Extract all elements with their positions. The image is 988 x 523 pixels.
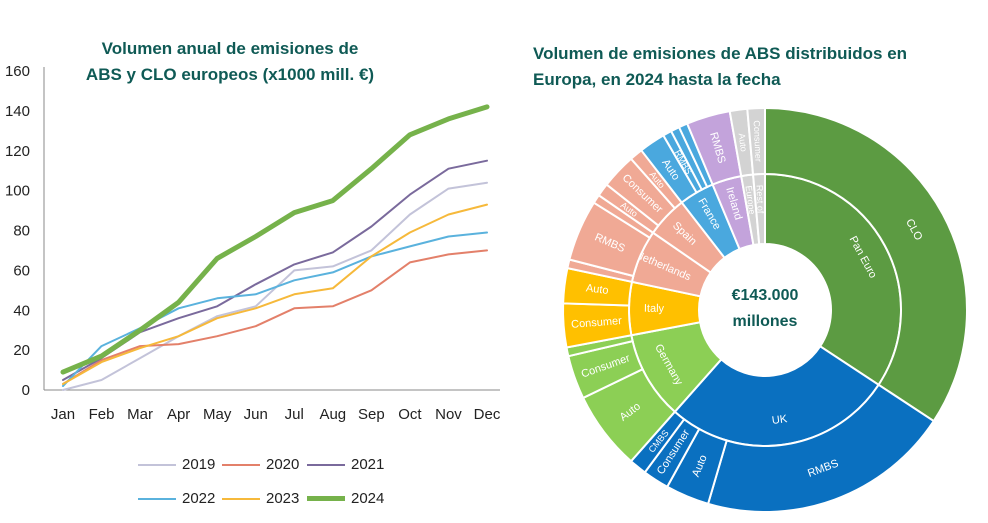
x-tick-label-oct: Oct	[398, 406, 422, 423]
sunburst-title: Volumen de emisiones de ABS distribuidos…	[533, 41, 973, 93]
sunburst-title-line1: Volumen de emisiones de ABS distribuidos…	[533, 44, 908, 63]
sunburst-total-value: €143.000	[731, 287, 799, 304]
sunburst-inner-label-italy: Italy	[644, 303, 665, 315]
x-tick-label-dec: Dec	[474, 406, 501, 423]
sunburst-total-unit: millones	[732, 313, 798, 330]
x-tick-label-nov: Nov	[435, 406, 462, 423]
legend-swatch-2022	[138, 497, 176, 500]
legend-label-2022: 2022	[182, 490, 216, 507]
legend-item-2021: 2021	[307, 456, 384, 473]
sunburst-center-label: €143.000 millones	[700, 283, 830, 335]
y-tick-label-2: 40	[13, 302, 30, 319]
legend-swatch-2023	[222, 497, 260, 500]
legend-item-2023: 2023	[222, 490, 299, 507]
legend-label-2021: 2021	[351, 456, 385, 473]
legend-label-2020: 2020	[266, 456, 300, 473]
series-line-2020	[62, 249, 488, 385]
line-chart-title: Volumen anual de emisiones de ABS y CLO …	[40, 36, 420, 88]
x-tick-label-apr: Apr	[167, 406, 190, 423]
legend-item-2020: 2020	[222, 456, 299, 473]
x-tick-label-mar: Mar	[127, 406, 153, 423]
series-line-2024	[60, 104, 490, 375]
y-tick-label-0: 0	[22, 382, 30, 399]
x-tick-label-may: May	[203, 406, 232, 423]
legend-swatch-2019	[138, 463, 176, 466]
x-tick-label-jun: Jun	[244, 406, 268, 423]
y-tick-label-7: 140	[5, 103, 30, 120]
sunburst-inner-label-rest-of: Rest of	[755, 185, 766, 214]
legend-swatch-2020	[222, 463, 260, 466]
series-line-2021	[62, 159, 488, 381]
sunburst-title-line2: Europa, en 2024 hasta la fecha	[533, 70, 781, 89]
x-tick-label-aug: Aug	[319, 406, 346, 423]
sunburst-outer-22	[746, 106, 766, 176]
y-tick-label-1: 20	[13, 342, 30, 359]
series-line-2022	[62, 231, 488, 387]
x-tick-label-jul: Jul	[285, 406, 304, 423]
sunburst-inner-label-uk: UK	[771, 413, 788, 427]
legend-label-2024: 2024	[351, 490, 385, 507]
y-tick-label-3: 60	[13, 262, 30, 279]
legend-label-2019: 2019	[182, 456, 216, 473]
x-tick-label-feb: Feb	[89, 406, 115, 423]
legend-item-2019: 2019	[138, 456, 215, 473]
x-tick-label-jan: Jan	[51, 406, 75, 423]
x-tick-label-sep: Sep	[358, 406, 385, 423]
sunburst-outer-0	[764, 106, 968, 423]
y-tick-label-6: 120	[5, 143, 30, 160]
series-line-2023	[62, 203, 488, 385]
sunburst-outer-label-22-consumer: Consumer	[752, 120, 764, 162]
line-chart-title-line2: ABS y CLO europeos (x1000 mill. €)	[85, 65, 375, 84]
legend-item-2024: 2024	[307, 490, 384, 507]
y-tick-label-4: 80	[13, 223, 30, 240]
legend-swatch-2024	[307, 496, 345, 501]
legend-item-2022: 2022	[138, 490, 215, 507]
y-tick-label-8: 160	[5, 63, 30, 80]
sunburst-outer-label-21-auto: Auto	[737, 133, 749, 153]
y-tick-label-5: 100	[5, 183, 30, 200]
sunburst-outer-label-9-auto: Auto	[585, 282, 609, 297]
sunburst-outer-label-8-consumer: Consumer	[571, 315, 623, 331]
legend-label-2023: 2023	[266, 490, 300, 507]
line-chart-title-line1: Volumen anual de emisiones de	[101, 39, 359, 58]
legend-swatch-2021	[307, 463, 345, 466]
